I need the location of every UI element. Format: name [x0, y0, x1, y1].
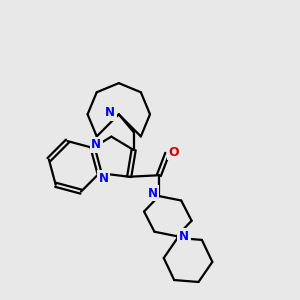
- Text: N: N: [179, 230, 189, 243]
- Text: N: N: [105, 106, 115, 119]
- Text: N: N: [147, 187, 158, 200]
- Text: O: O: [169, 146, 179, 159]
- Text: N: N: [91, 138, 101, 152]
- Text: N: N: [99, 172, 109, 185]
